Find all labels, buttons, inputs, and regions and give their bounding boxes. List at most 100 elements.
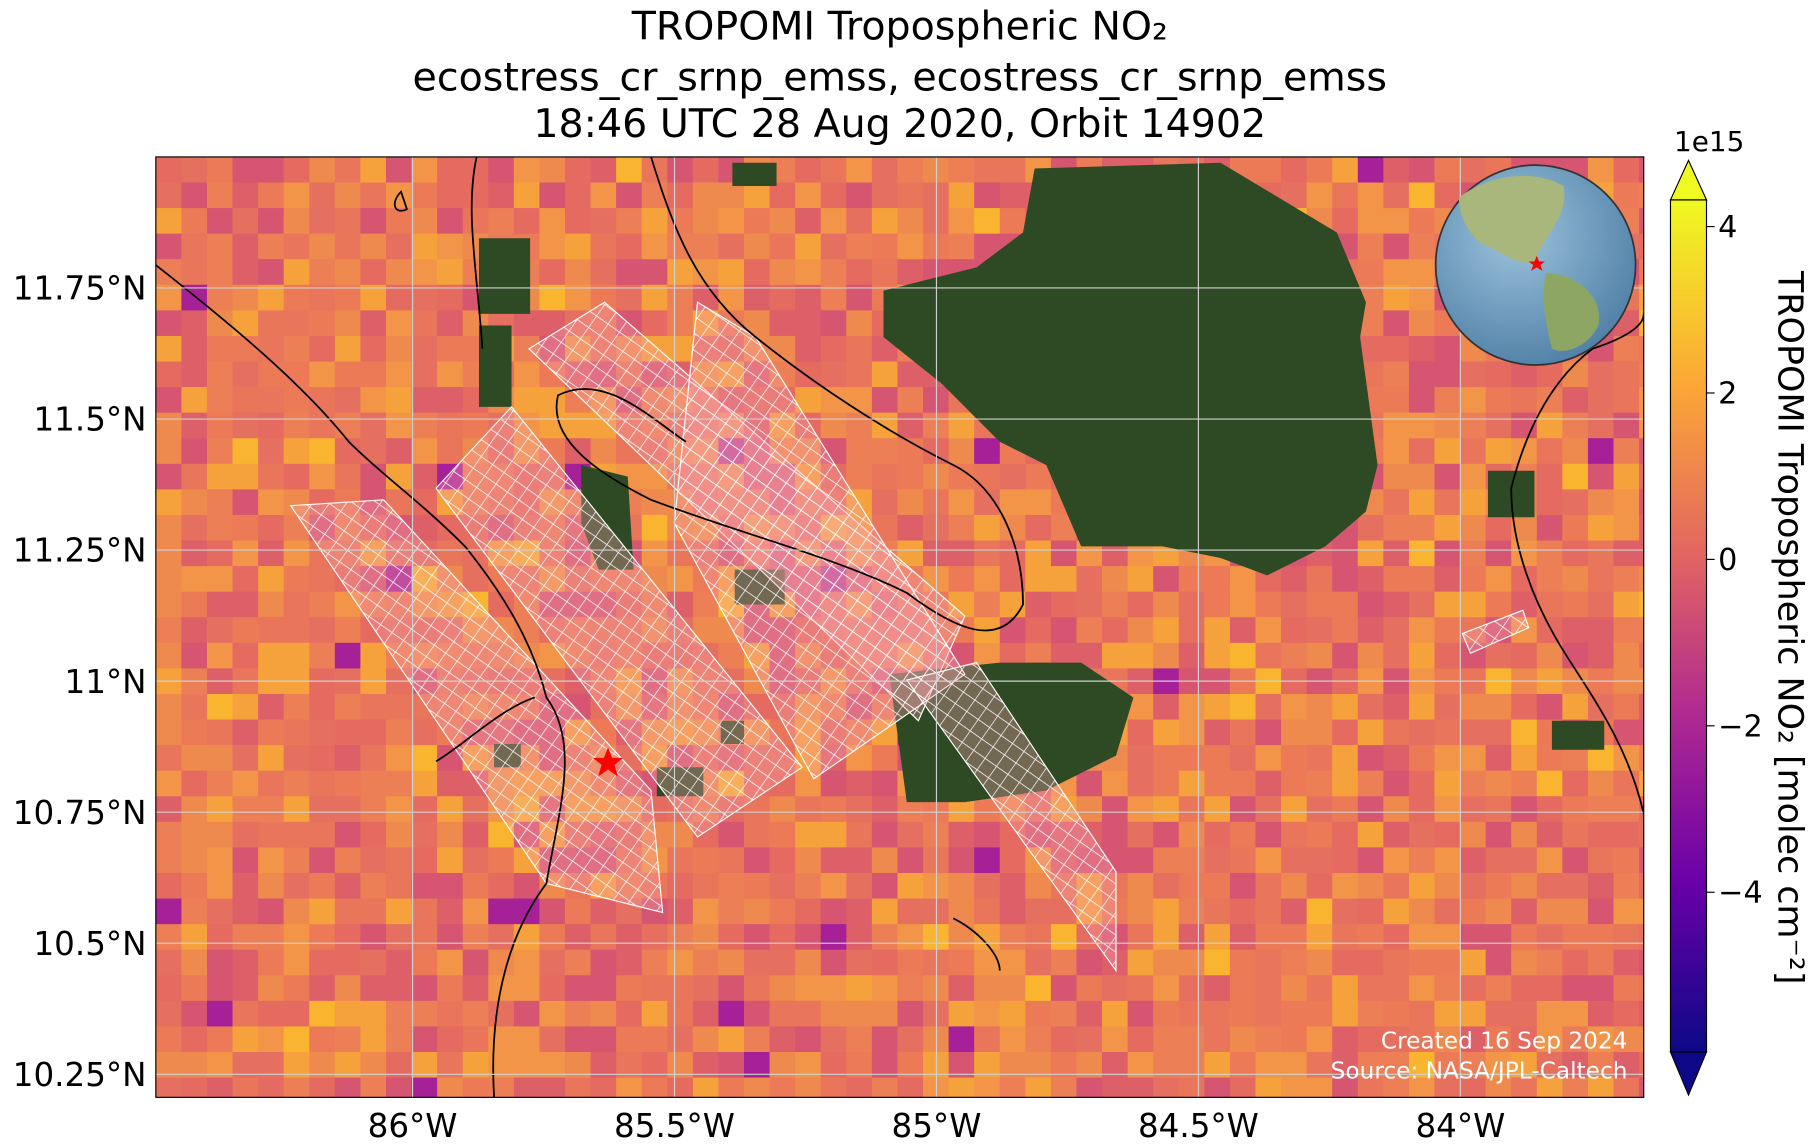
mosaic-cell (1178, 1077, 1205, 1098)
mosaic-cell (565, 412, 592, 439)
mosaic-cell (846, 847, 873, 874)
mosaic-cell (462, 898, 489, 925)
mosaic-cell (1255, 693, 1282, 721)
mosaic-cell (641, 540, 668, 567)
y-tick-label: 11°N (65, 663, 147, 701)
mosaic-cell (385, 924, 413, 951)
mosaic-cell (258, 335, 285, 363)
mosaic-cell (846, 796, 873, 823)
mosaic-cell (897, 259, 924, 286)
mosaic-cell (1485, 1077, 1512, 1098)
mosaic-cell (718, 233, 745, 260)
mosaic-cell (206, 412, 234, 439)
mosaic-cell (1434, 1026, 1461, 1053)
mosaic-cell (1050, 1077, 1078, 1098)
mosaic-cell (232, 259, 259, 286)
mosaic-cell (1306, 770, 1333, 797)
colorbar-tick-label: −2 (1718, 709, 1763, 744)
mosaic-cell (999, 898, 1026, 925)
mosaic-cell (232, 310, 259, 337)
mosaic-cell (769, 796, 796, 823)
mosaic-cell (513, 924, 541, 951)
mosaic-cell (616, 1077, 643, 1098)
mosaic-cell (1332, 975, 1359, 1002)
mosaic-cell (1460, 693, 1487, 721)
mosaic-cell (1460, 872, 1487, 900)
mosaic-cell (1434, 847, 1461, 874)
mosaic-cell (437, 208, 464, 235)
mosaic-cell (309, 259, 336, 286)
mosaic-cell (1434, 463, 1461, 490)
mosaic-cell (565, 182, 592, 209)
mosaic-cell (1639, 387, 1644, 414)
mosaic-cell (309, 1026, 336, 1053)
mosaic-cell (795, 821, 822, 848)
mosaic-cell (769, 1000, 796, 1028)
mosaic-cell (1127, 591, 1154, 618)
mosaic-cell (1127, 642, 1154, 669)
mosaic-cell (1255, 796, 1282, 823)
mosaic-cell (1511, 745, 1538, 772)
mosaic-cell (616, 208, 643, 235)
mosaic-cell (232, 463, 259, 490)
mosaic-cell (334, 1077, 361, 1098)
mosaic-cell (1639, 259, 1644, 286)
mosaic-cell (974, 540, 1001, 567)
mosaic-cell (820, 310, 847, 337)
mosaic-cell (155, 284, 182, 311)
mosaic-cell (1383, 489, 1410, 516)
mosaic-cell (181, 335, 208, 363)
mosaic-cell (871, 770, 899, 797)
mosaic-cell (667, 1000, 694, 1028)
mosaic-cell (692, 259, 720, 286)
mosaic-cell (1434, 745, 1461, 772)
mosaic-cell (334, 872, 361, 900)
mosaic-cell (871, 387, 899, 414)
mosaic-cell (769, 233, 796, 260)
mosaic-cell (1434, 796, 1461, 823)
mosaic-cell (1408, 719, 1436, 746)
mosaic-cell (309, 975, 336, 1002)
mosaic-cell (206, 949, 234, 976)
mosaic-cell (206, 208, 234, 235)
mosaic-cell (539, 924, 566, 951)
mosaic-cell (206, 259, 234, 286)
mosaic-cell (1127, 566, 1154, 593)
mosaic-cell (565, 284, 592, 311)
mosaic-cell (1025, 540, 1052, 567)
mosaic-cell (820, 412, 847, 439)
mosaic-cell (1613, 745, 1640, 772)
mosaic-cell (309, 898, 336, 925)
mosaic-cell (1383, 387, 1410, 414)
mosaic-cell (769, 208, 796, 235)
mosaic-cell (232, 617, 259, 644)
mosaic-cell (1332, 540, 1359, 567)
mosaic-cell (948, 233, 975, 260)
mosaic-cell (437, 847, 464, 874)
mosaic-cell (1536, 489, 1563, 516)
mosaic-cell (1178, 975, 1205, 1002)
mosaic-cell (565, 975, 592, 1002)
mosaic-cell (258, 1026, 285, 1053)
mosaic-cell (1204, 975, 1231, 1002)
mosaic-cell (1639, 156, 1644, 184)
mosaic-cell (1204, 898, 1231, 925)
mosaic-cell (846, 924, 873, 951)
mosaic-cell (181, 412, 208, 439)
mosaic-cell (1408, 284, 1436, 311)
mosaic-cell (1229, 872, 1257, 900)
mosaic-cell (232, 284, 259, 311)
mosaic-cell (206, 872, 234, 900)
mosaic-cell (437, 975, 464, 1002)
mosaic-cell (1587, 489, 1615, 516)
mosaic-cell (974, 208, 1001, 235)
mosaic-cell (411, 310, 438, 337)
mosaic-cell (462, 566, 489, 593)
mosaic-cell (1460, 719, 1487, 746)
mosaic-cell (1076, 975, 1103, 1002)
mosaic-cell (1306, 949, 1333, 976)
mosaic-cell (283, 156, 310, 184)
mosaic-cell (1485, 770, 1512, 797)
mosaic-cell (1102, 975, 1129, 1002)
mosaic-cell (667, 1077, 694, 1098)
